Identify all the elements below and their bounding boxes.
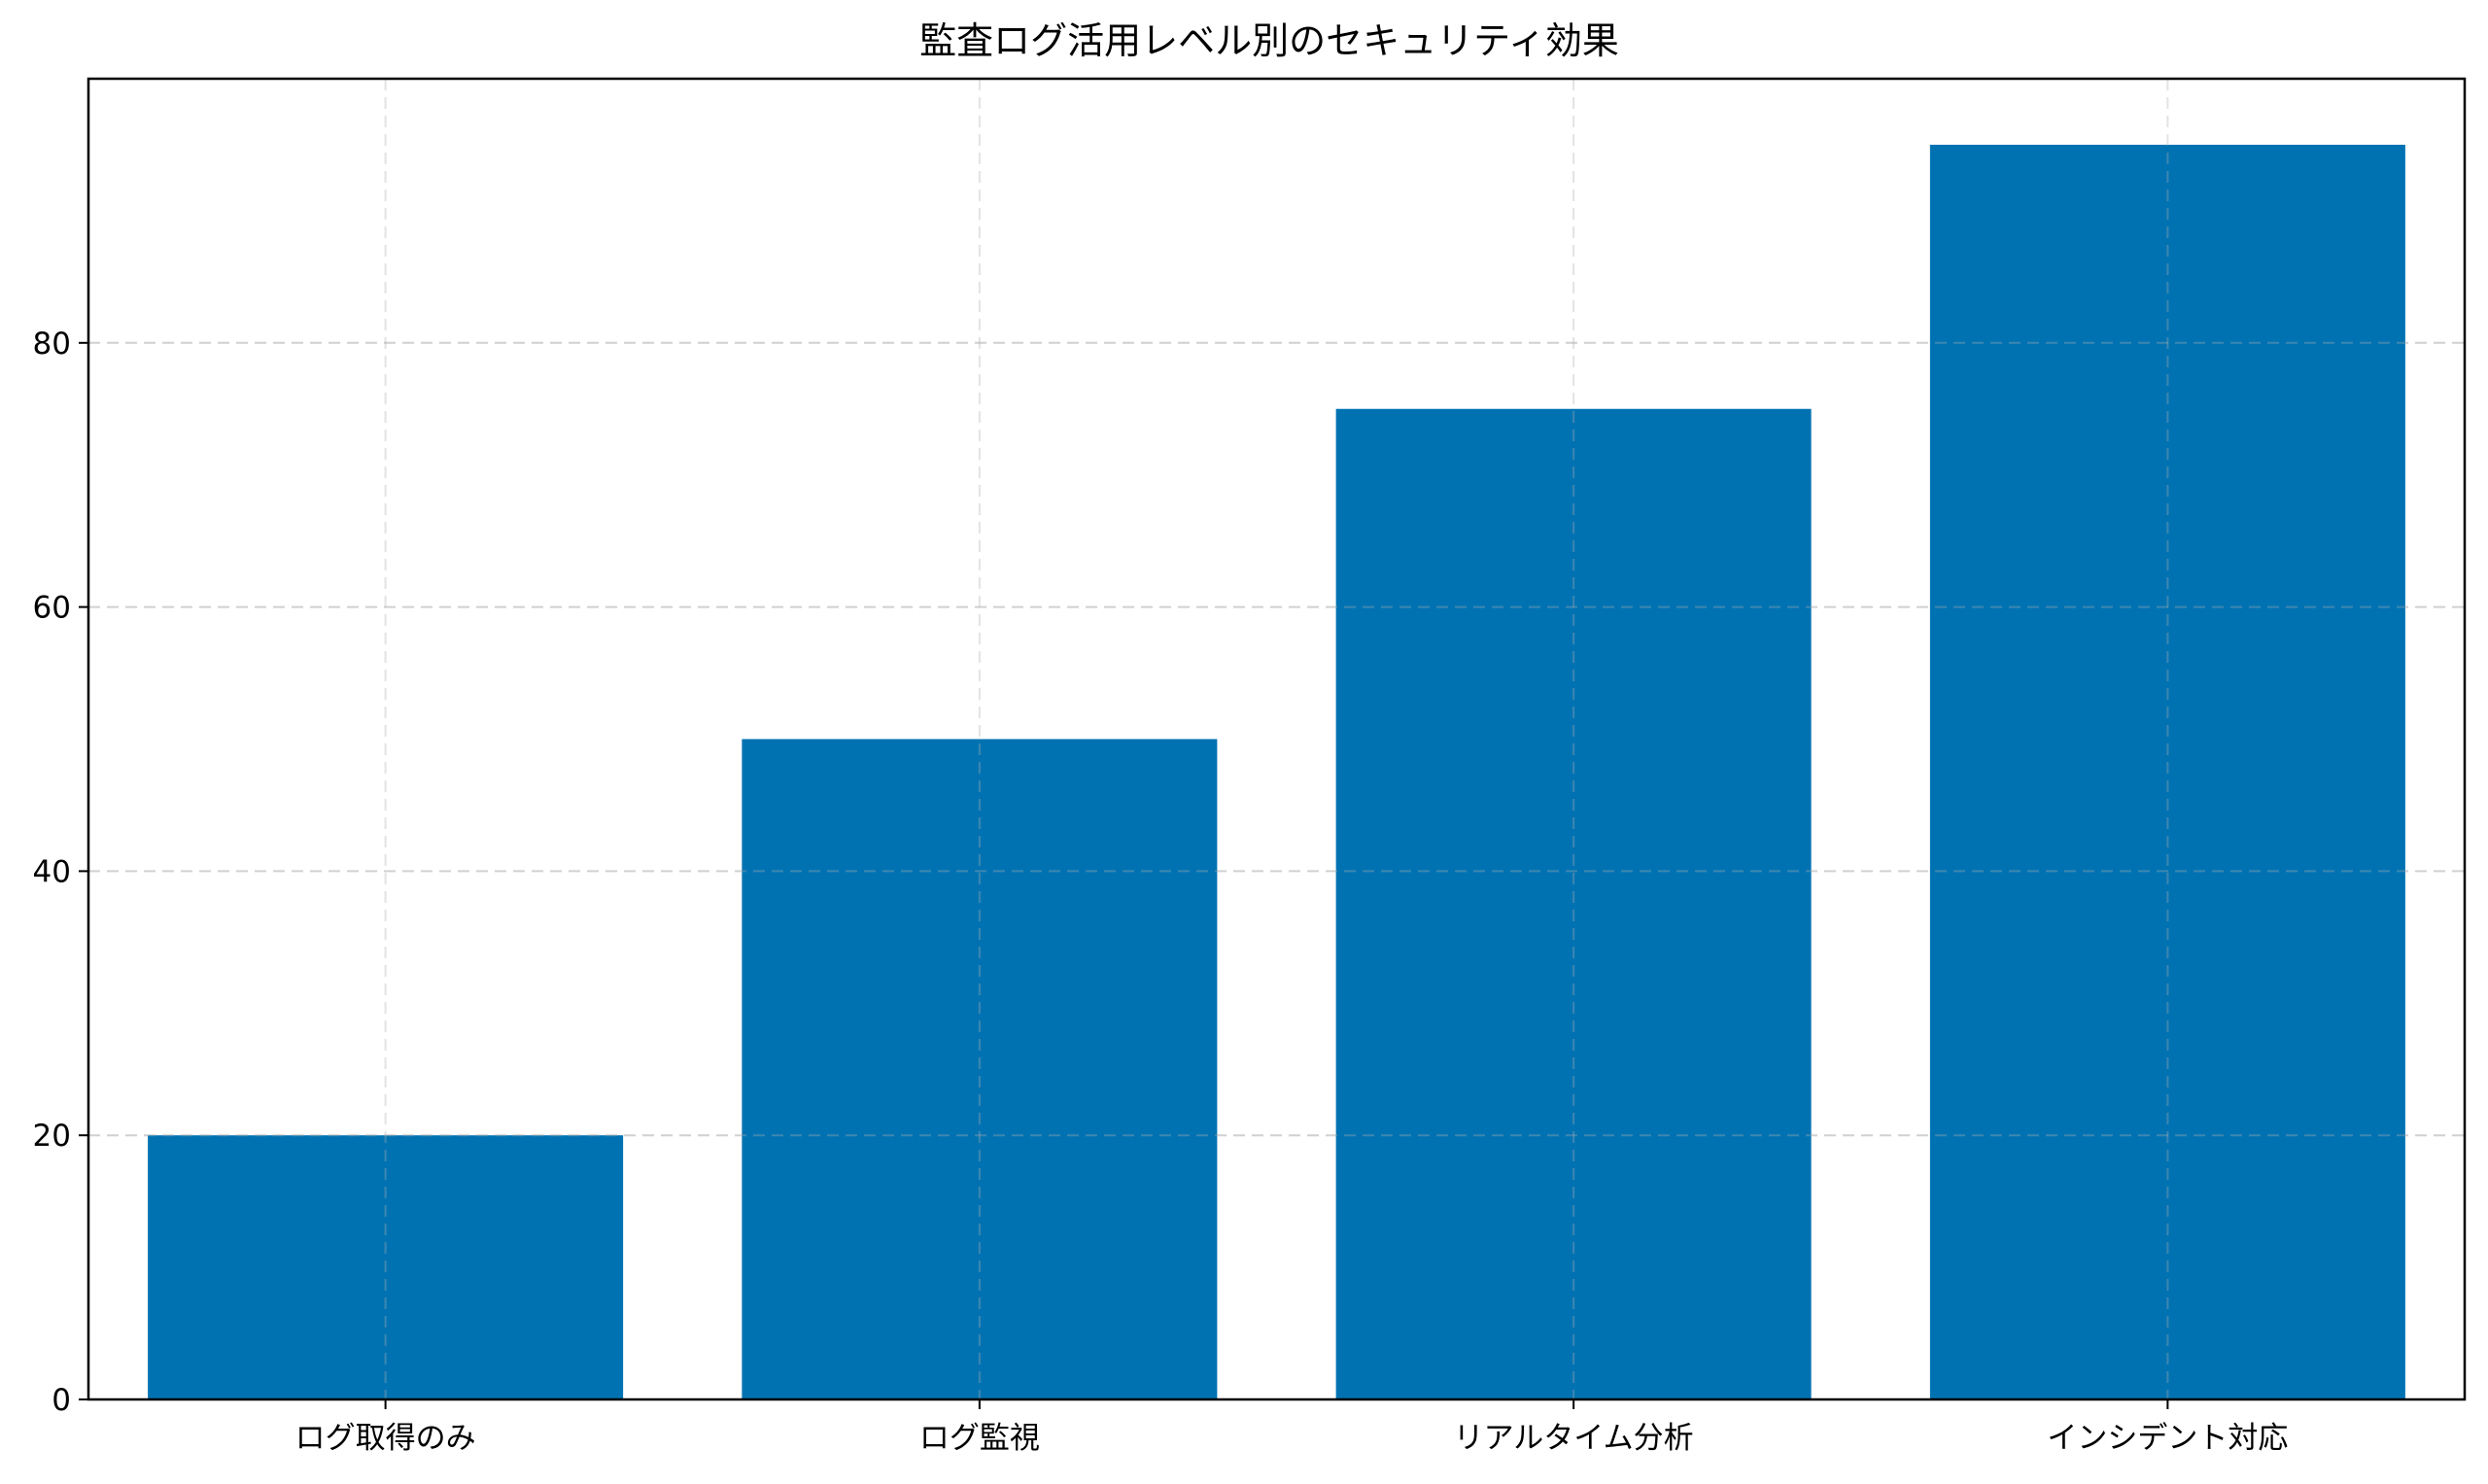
bar (148, 1135, 624, 1399)
x-tick-label: ログ取得のみ (295, 1421, 476, 1456)
x-tick-label: ログ監視 (919, 1421, 1040, 1456)
x-tick-label: インシデント対応 (2047, 1421, 2288, 1456)
y-axis: 0 20 40 60 80 (33, 327, 88, 1418)
x-tick-label: リアルタイム分析 (1454, 1421, 1694, 1456)
y-tick-label: 0 (52, 1383, 71, 1418)
bar (1929, 144, 2405, 1400)
y-tick-label: 80 (33, 327, 71, 362)
bars-layer (148, 144, 2405, 1400)
x-axis: ログ取得のみ ログ監視 リアルタイム分析 インシデント対応 (295, 1399, 2288, 1456)
bar (742, 739, 1218, 1399)
bar (1335, 408, 1812, 1399)
plot-area-frame (86, 77, 2467, 1401)
y-tick-label: 60 (33, 591, 71, 626)
y-tick-label: 20 (33, 1119, 71, 1154)
y-tick-label: 40 (33, 854, 71, 889)
grid-overlay (88, 79, 2465, 1399)
chart-title: 監査ログ活用レベル別のセキュリティ効果 (919, 19, 1619, 62)
